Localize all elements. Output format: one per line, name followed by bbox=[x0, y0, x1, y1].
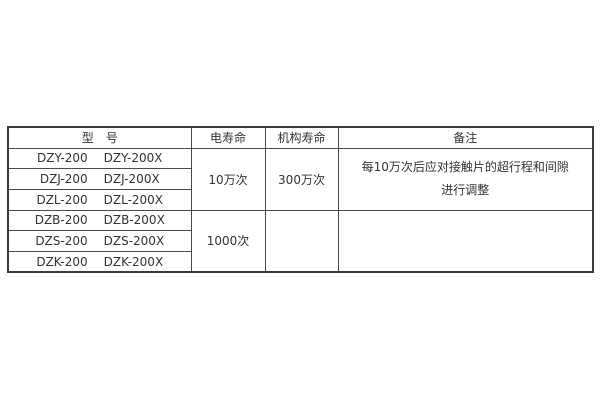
model-cell: DZY-200 DZY-200X bbox=[7, 147, 192, 170]
model-base: DZK-200 bbox=[36, 254, 88, 269]
model-base: DZY-200 bbox=[37, 151, 88, 166]
model-variant: DZY-200X bbox=[103, 151, 163, 166]
model-cell: DZJ-200 DZJ-200X bbox=[7, 168, 192, 190]
table-row: DZB-200 DZB-200X 1000次 bbox=[7, 209, 594, 273]
model-cell: DZL-200 DZL-200X bbox=[7, 188, 192, 211]
electrical-life-cell: 10万次 bbox=[190, 147, 266, 211]
column-header-model: 型 号 bbox=[7, 126, 192, 149]
relay-life-spec-table: 型 号 电寿命 机构寿命 备注 DZY-200 DZY-200X 10万次 30… bbox=[7, 126, 594, 274]
model-variant: DZL-200X bbox=[103, 192, 164, 207]
header-row: 型 号 电寿命 机构寿命 备注 bbox=[7, 126, 594, 149]
electrical-life-cell: 1000次 bbox=[190, 209, 266, 273]
model-cell: DZB-200 DZB-200X bbox=[7, 209, 192, 232]
spec-table-container: 型 号 电寿命 机构寿命 备注 DZY-200 DZY-200X 10万次 30… bbox=[7, 126, 594, 274]
column-header-mechanism-life: 机构寿命 bbox=[264, 126, 339, 149]
model-variant: DZB-200X bbox=[103, 213, 165, 228]
model-variant: DZS-200X bbox=[103, 234, 165, 249]
model-base: DZJ-200 bbox=[39, 172, 88, 187]
model-base: DZB-200 bbox=[34, 213, 88, 228]
table-row: DZY-200 DZY-200X 10万次 300万次 每10万次后应对接触片的… bbox=[7, 147, 594, 211]
mechanism-life-cell: 300万次 bbox=[264, 147, 339, 211]
model-base: DZS-200 bbox=[35, 234, 88, 249]
remark-line-2: 进行调整 bbox=[441, 183, 490, 198]
model-base: DZL-200 bbox=[36, 192, 88, 207]
mechanism-life-cell bbox=[264, 209, 339, 273]
table-row: DZJ-200 DZJ-200X bbox=[7, 168, 593, 190]
remarks-cell: 每10万次后应对接触片的超行程和间隙 进行调整 bbox=[337, 147, 594, 211]
model-cell: DZK-200 DZK-200X bbox=[7, 250, 192, 273]
table-row: DZK-200 DZK-200X bbox=[7, 250, 593, 273]
model-variant: DZK-200X bbox=[103, 254, 164, 269]
model-variant: DZJ-200X bbox=[103, 172, 160, 187]
column-header-remarks: 备注 bbox=[337, 126, 594, 149]
table-row: DZL-200 DZL-200X bbox=[7, 188, 593, 211]
column-header-electrical-life: 电寿命 bbox=[190, 126, 266, 149]
remark-line-1: 每10万次后应对接触片的超行程和间隙 bbox=[361, 160, 569, 175]
remarks-cell bbox=[337, 209, 594, 273]
model-cell: DZS-200 DZS-200X bbox=[7, 230, 192, 252]
